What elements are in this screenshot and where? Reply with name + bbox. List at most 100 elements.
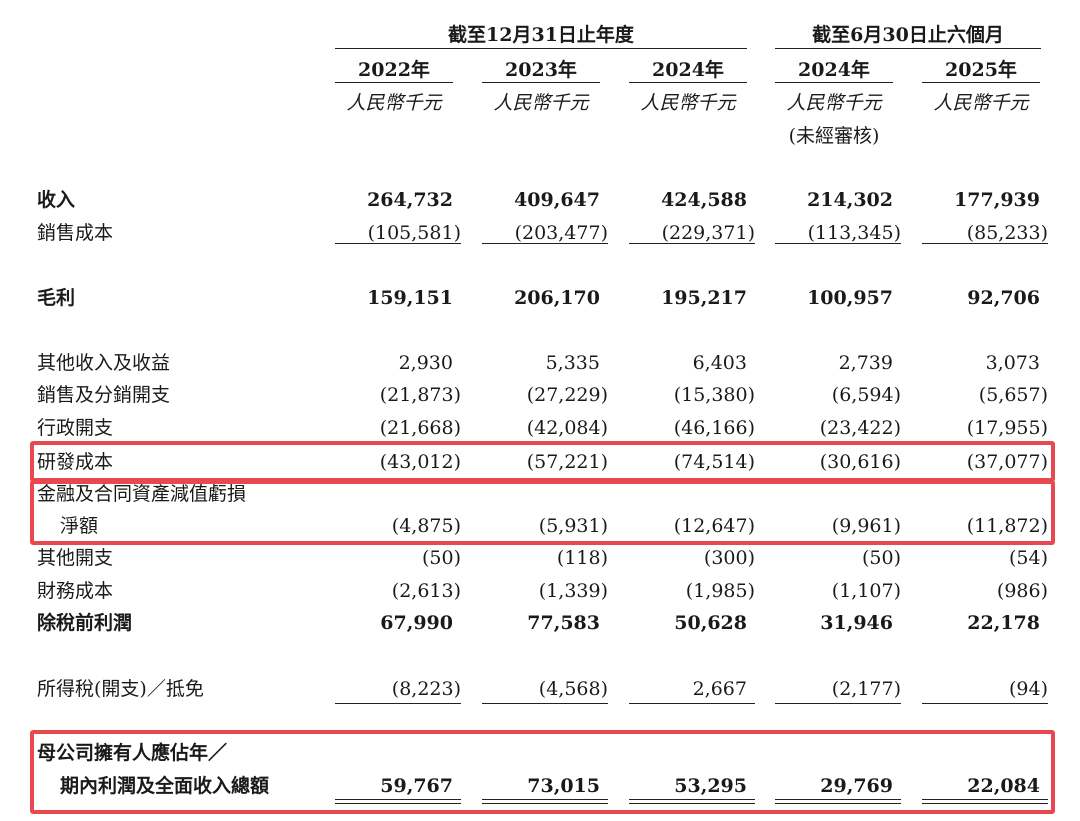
row-label: 毛利: [37, 287, 76, 309]
value-cell: 2,930: [398, 352, 453, 374]
total-double-underline: [922, 799, 1048, 804]
value-cell: 214,302: [807, 189, 893, 211]
value-cell: (21,873): [379, 384, 461, 406]
value-cell: (2,177): [831, 678, 901, 700]
subtotal-underline: [922, 703, 1048, 704]
value-cell: (50): [861, 547, 901, 569]
year-header-1: 2022年: [335, 58, 453, 83]
value-cell: (8,223): [391, 678, 461, 700]
value-cell: (5,931): [538, 515, 608, 537]
row-label-continued: 淨額: [60, 515, 99, 537]
subtotal-underline: [482, 703, 608, 704]
value-cell: (11,872): [966, 515, 1048, 537]
highlight-box-rd: [30, 441, 1055, 482]
total-double-underline: [482, 799, 608, 804]
table-row-other-expenses: 其他開支 (50) (118) (300) (50) (54): [0, 543, 1080, 573]
value-cell: 22,084: [967, 775, 1040, 797]
value-cell: 92,706: [967, 287, 1040, 309]
value-cell: 50,628: [674, 612, 747, 634]
year-header-5: 2025年: [922, 58, 1040, 83]
table-row-impairment: 淨額 (4,875) (5,931) (12,647) (9,961) (11,…: [0, 511, 1080, 541]
table-row-total: 期內利潤及全面收入總額 59,767 73,015 53,295 29,769 …: [0, 771, 1080, 801]
row-label: 財務成本: [37, 580, 114, 602]
unit-label-3: 人民幣千元: [640, 92, 736, 114]
row-label: 其他開支: [37, 547, 114, 569]
unit-label-4: 人民幣千元: [786, 92, 882, 114]
value-cell: (42,084): [526, 417, 608, 439]
value-cell: (203,477): [514, 222, 608, 244]
value-cell: 206,170: [514, 287, 600, 309]
value-cell: (1,985): [685, 580, 755, 602]
value-cell: (986): [996, 580, 1048, 602]
subtotal-underline: [922, 243, 1048, 244]
value-cell: (17,955): [966, 417, 1048, 439]
row-label: 所得稅(開支)／抵免: [37, 678, 204, 700]
table-row-rd-costs: 研發成本 (43,012) (57,221) (74,514) (30,616)…: [0, 447, 1080, 477]
group-header-annual: 截至12月31日止年度: [335, 22, 747, 49]
value-cell: (118): [556, 547, 608, 569]
value-cell: 177,939: [954, 189, 1040, 211]
value-cell: 264,732: [367, 189, 453, 211]
unaudited-note: (未經審核): [788, 125, 880, 147]
value-cell: (6,594): [831, 384, 901, 406]
value-cell: (105,581): [367, 222, 461, 244]
value-cell: 77,583: [527, 612, 600, 634]
value-cell: (85,233): [966, 222, 1048, 244]
value-cell: (1,339): [538, 580, 608, 602]
value-cell: (94): [1008, 678, 1048, 700]
value-cell: (2,613): [391, 580, 461, 602]
table-row-profit-before-tax: 除稅前利潤 67,990 77,583 50,628 31,946 22,178: [0, 608, 1080, 638]
row-label: 銷售及分銷開支: [37, 384, 171, 406]
table-row-admin-expenses: 行政開支 (21,668) (42,084) (46,166) (23,422)…: [0, 413, 1080, 443]
value-cell: (74,514): [673, 451, 755, 473]
value-cell: 73,015: [527, 775, 600, 797]
group-header-interim: 截至6月30日止六個月: [775, 22, 1041, 49]
value-cell: (4,875): [391, 515, 461, 537]
unit-label-1: 人民幣千元: [346, 92, 442, 114]
value-cell: 22,178: [967, 612, 1040, 634]
total-double-underline: [775, 799, 901, 804]
value-cell: (46,166): [673, 417, 755, 439]
row-label-continued: 期內利潤及全面收入總額: [60, 775, 270, 797]
value-cell: (4,568): [538, 678, 608, 700]
value-cell: (5,657): [978, 384, 1048, 406]
table-row-cost-of-sales: 銷售成本 (105,581) (203,477) (229,371) (113,…: [0, 218, 1080, 248]
row-label: 收入: [37, 189, 76, 211]
total-double-underline: [629, 799, 755, 804]
value-cell: (37,077): [966, 451, 1048, 473]
value-cell: (113,345): [807, 222, 901, 244]
highlight-box-impairment: [30, 480, 1055, 545]
value-cell: 409,647: [514, 189, 600, 211]
value-cell: (229,371): [661, 222, 755, 244]
table-row-other-income: 其他收入及收益 2,930 5,335 6,403 2,739 3,073: [0, 348, 1080, 378]
value-cell: (21,668): [379, 417, 461, 439]
table-row-selling-expenses: 銷售及分銷開支 (21,873) (27,229) (15,380) (6,59…: [0, 380, 1080, 410]
value-cell: 29,769: [820, 775, 893, 797]
value-cell: 2,739: [838, 352, 893, 374]
subtotal-underline: [775, 243, 901, 244]
row-label: 除稅前利潤: [37, 612, 133, 634]
subtotal-underline: [335, 243, 461, 244]
row-label: 研發成本: [37, 451, 114, 473]
row-label: 行政開支: [37, 417, 114, 439]
row-label: 銷售成本: [37, 222, 114, 244]
value-cell: 3,073: [985, 352, 1040, 374]
value-cell: (12,647): [673, 515, 755, 537]
unit-label-2: 人民幣千元: [493, 92, 589, 114]
table-row-impairment-label: 金融及合同資產減值虧損: [0, 479, 1080, 509]
value-cell: 59,767: [380, 775, 453, 797]
value-cell: (54): [1008, 547, 1048, 569]
table-row-revenue: 收入 264,732 409,647 424,588 214,302 177,9…: [0, 185, 1080, 215]
value-cell: (23,422): [819, 417, 901, 439]
row-label: 母公司擁有人應佔年／: [37, 742, 228, 764]
value-cell: (27,229): [526, 384, 608, 406]
value-cell: (9,961): [831, 515, 901, 537]
subtotal-underline: [482, 243, 608, 244]
value-cell: 6,403: [692, 352, 747, 374]
year-header-3: 2024年: [629, 58, 747, 83]
table-row-income-tax: 所得稅(開支)／抵免 (8,223) (4,568) 2,667 (2,177)…: [0, 674, 1080, 704]
highlight-box-total: [30, 730, 1055, 814]
value-cell: 424,588: [661, 189, 747, 211]
value-cell: 5,335: [545, 352, 600, 374]
value-cell: 53,295: [674, 775, 747, 797]
